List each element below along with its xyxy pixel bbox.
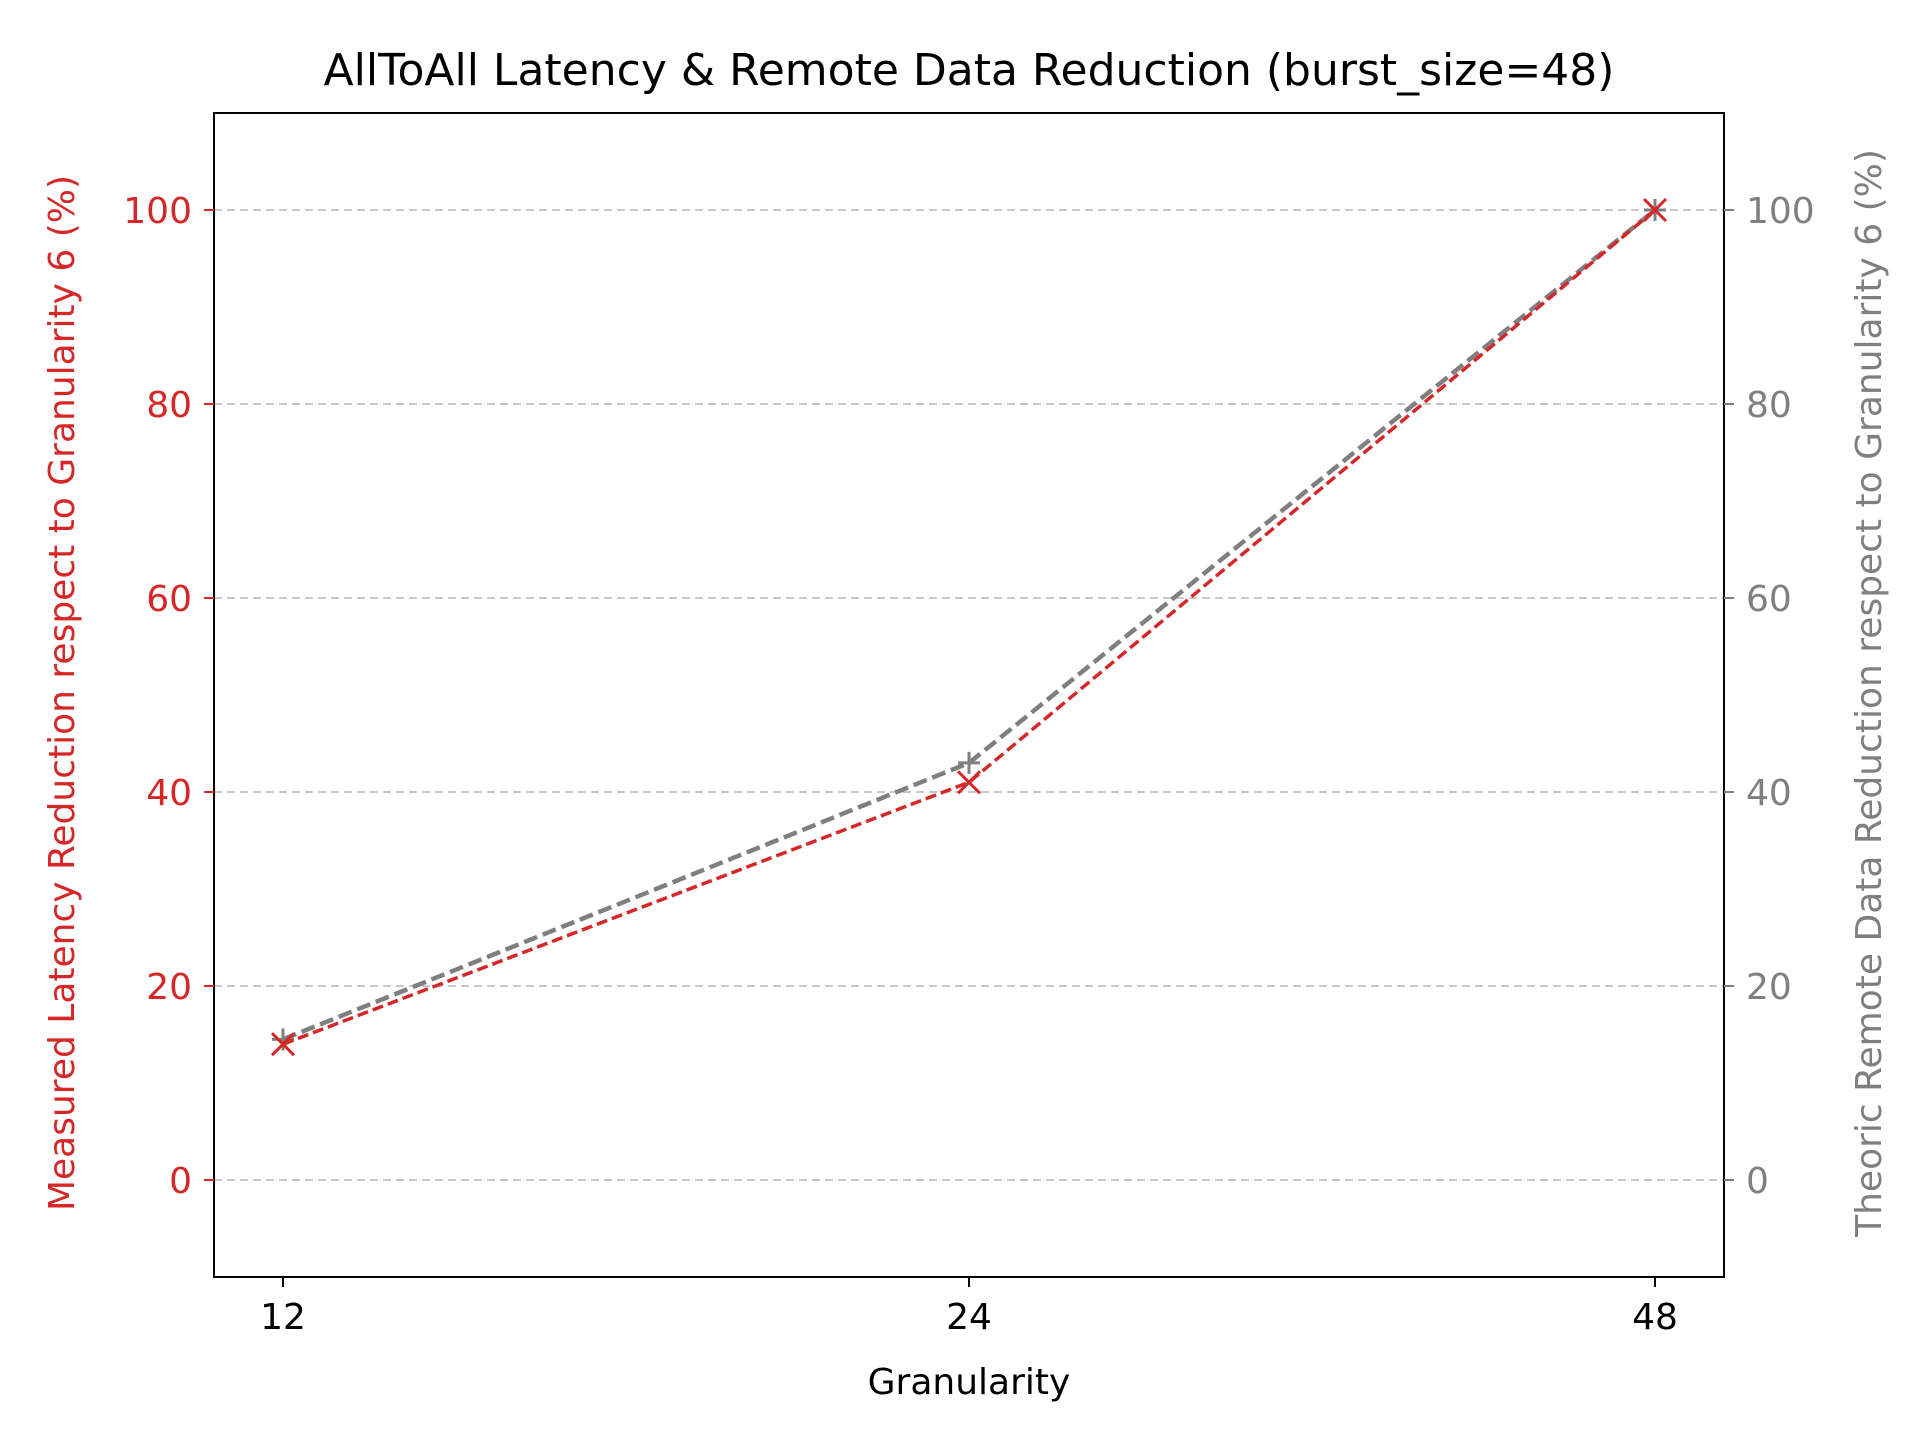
- right-tick-label: 60: [1746, 579, 1792, 620]
- left-tick-label: 0: [169, 1161, 192, 1202]
- grid: [214, 209, 1724, 1181]
- right-tick-label: 20: [1746, 967, 1792, 1008]
- x-axis: 12 24 48: [260, 1277, 1678, 1338]
- x-axis-label: Granularity: [868, 1362, 1071, 1403]
- left-tick-label: 40: [146, 773, 192, 814]
- x-tick-label: 48: [1632, 1297, 1678, 1338]
- right-axis: 0 20 40 60 80 100: [1724, 191, 1815, 1202]
- series-2-line: [282, 208, 1657, 1042]
- series-1: [270, 197, 1668, 1057]
- left-axis: 0 20 40 60 80 100: [123, 191, 214, 1202]
- right-tick-label: 0: [1746, 1161, 1769, 1202]
- left-tick-label: 20: [146, 967, 192, 1008]
- right-tick-label: 100: [1746, 191, 1815, 232]
- right-axis-label: Theoric Remote Data Reduction respect to…: [1849, 149, 1890, 1238]
- left-tick-label: 80: [146, 385, 192, 426]
- chart-title: AllToAll Latency & Remote Data Reduction…: [324, 45, 1615, 96]
- series-2-point: [272, 1028, 294, 1051]
- left-tick-label: 60: [146, 579, 192, 620]
- x-tick-label: 12: [260, 1297, 306, 1338]
- series-1-point: [1642, 197, 1668, 223]
- right-tick-label: 80: [1746, 385, 1792, 426]
- series-1-point: [956, 770, 982, 795]
- right-tick-label: 40: [1746, 773, 1792, 814]
- series-layer: [270, 197, 1668, 1057]
- series-2-point: [958, 751, 980, 774]
- left-tick-label: 100: [123, 191, 192, 232]
- series-1-line: [282, 208, 1657, 1046]
- x-tick-label: 24: [946, 1297, 992, 1338]
- left-axis-label: Measured Latency Reduction respect to Gr…: [42, 175, 83, 1211]
- series-1-point: [270, 1032, 296, 1057]
